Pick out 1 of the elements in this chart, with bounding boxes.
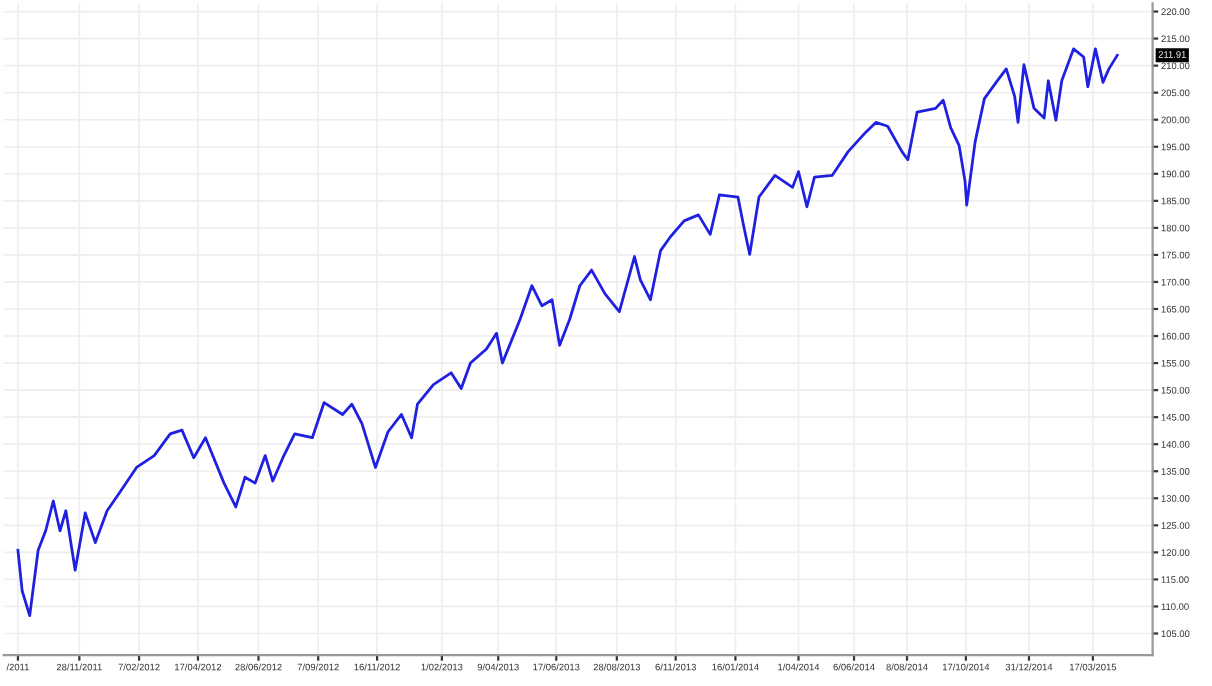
line-series xyxy=(16,47,1119,618)
